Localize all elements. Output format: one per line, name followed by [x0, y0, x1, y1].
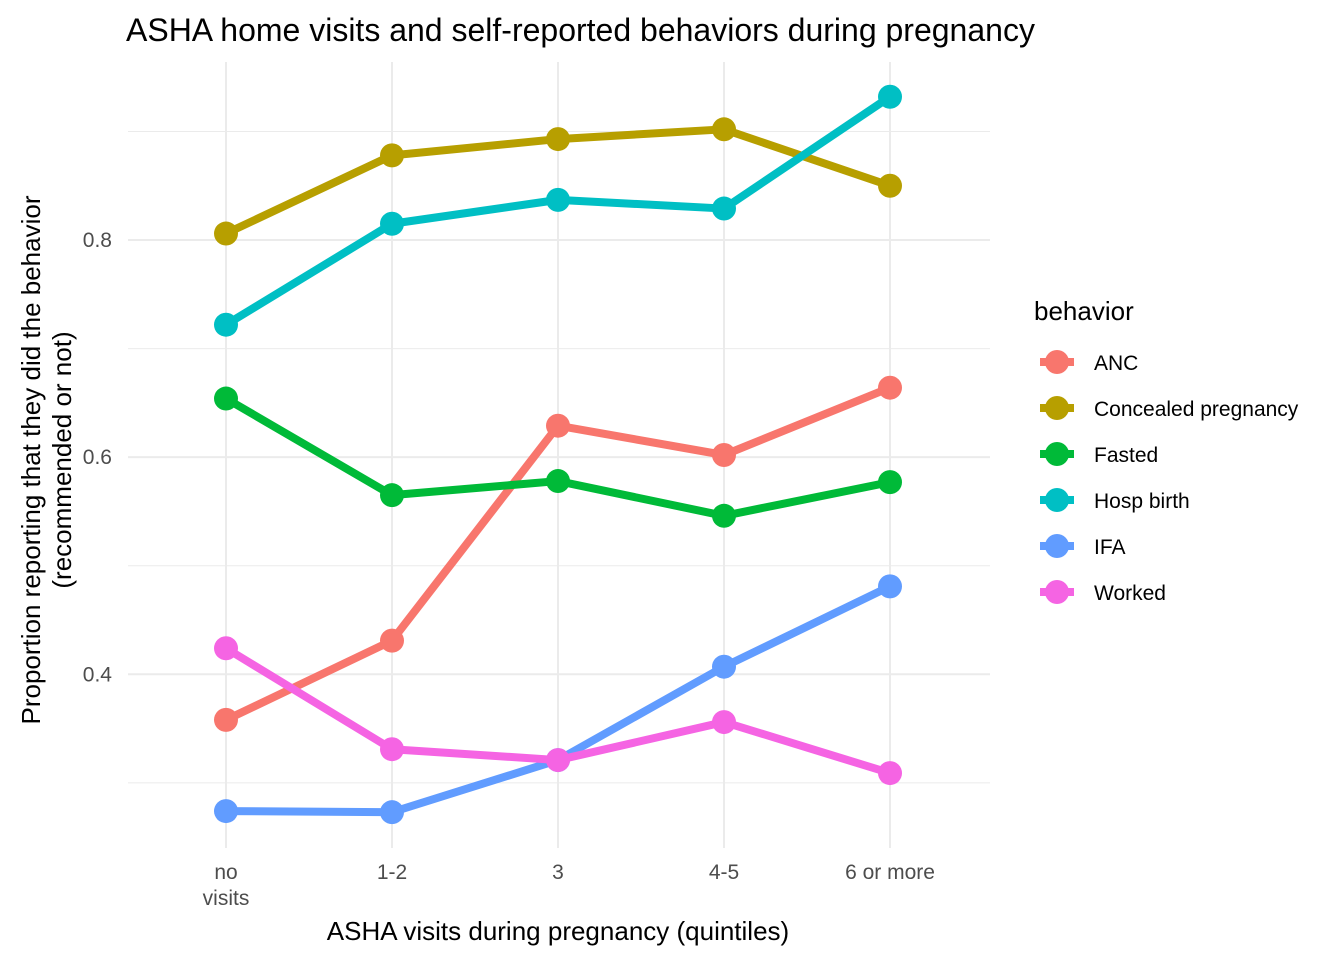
series-worked	[214, 636, 902, 786]
data-point	[712, 654, 736, 679]
data-point	[712, 443, 736, 467]
x-axis: no visits 1-2 3 4-5 6 or more	[203, 861, 935, 910]
data-point	[546, 127, 570, 152]
chart-title: ASHA home visits and self-reported behav…	[126, 12, 1035, 48]
legend-label: Hosp birth	[1094, 490, 1190, 513]
legend-key-point	[1045, 534, 1069, 558]
legend: behavior ANC Concealed pregnancy Fasted Hos…	[1034, 296, 1299, 605]
data-point	[214, 636, 238, 661]
y-axis-label-line1: Proportion reporting that they did the b…	[16, 195, 46, 724]
legend-key-point	[1045, 580, 1069, 604]
data-point	[380, 211, 404, 236]
data-point	[380, 800, 404, 825]
y-axis-label-line2: (recommended or not)	[47, 331, 77, 588]
data-point	[380, 628, 404, 653]
legend-label: Fasted	[1094, 444, 1158, 467]
series-group	[214, 84, 902, 825]
data-point	[546, 469, 570, 494]
data-point	[214, 799, 238, 824]
x-axis-label: ASHA visits during pregnancy (quintiles)	[327, 916, 789, 946]
data-point	[878, 470, 902, 495]
x-tick-label: no	[214, 861, 237, 884]
data-point	[214, 312, 238, 337]
legend-item: Hosp birth	[1040, 488, 1190, 513]
data-point	[546, 413, 570, 438]
series-concealed-pregnancy	[214, 117, 902, 246]
legend-label: Concealed pregnancy	[1094, 398, 1299, 421]
legend-key-point	[1045, 488, 1069, 512]
data-point	[878, 173, 902, 198]
legend-label: ANC	[1094, 352, 1138, 375]
legend-item: IFA	[1040, 534, 1126, 559]
data-point	[380, 143, 404, 168]
data-point	[214, 221, 238, 246]
data-point	[546, 187, 570, 212]
legend-title: behavior	[1034, 296, 1134, 326]
legend-item: Concealed pregnancy	[1040, 396, 1299, 421]
data-point	[380, 737, 404, 762]
y-axis: 0.4 0.6 0.8	[83, 229, 113, 686]
series-anc	[214, 375, 902, 732]
series-hosp-birth	[214, 84, 902, 337]
x-tick-label: 6 or more	[845, 861, 935, 884]
data-point	[712, 196, 736, 221]
legend-item: Fasted	[1040, 442, 1158, 467]
x-tick-label: visits	[203, 887, 250, 910]
data-point	[712, 503, 736, 528]
legend-item: ANC	[1040, 350, 1138, 375]
legend-label: Worked	[1094, 582, 1166, 605]
data-point	[546, 748, 570, 773]
y-tick-label: 0.4	[83, 663, 113, 686]
x-tick-label: 3	[552, 861, 564, 884]
legend-label: IFA	[1094, 536, 1126, 559]
y-tick-label: 0.8	[83, 229, 112, 252]
data-point	[878, 84, 902, 109]
data-point	[214, 386, 238, 411]
series-fasted	[214, 386, 902, 528]
legend-key-point	[1045, 350, 1069, 374]
data-point	[878, 574, 902, 599]
data-point	[380, 483, 404, 508]
data-point	[878, 761, 902, 786]
data-point	[712, 117, 736, 142]
data-point	[878, 375, 902, 400]
data-point	[712, 710, 736, 735]
legend-key-point	[1045, 396, 1069, 420]
legend-key-point	[1045, 442, 1069, 466]
x-tick-label: 1-2	[377, 861, 407, 884]
y-tick-label: 0.6	[83, 446, 112, 469]
data-point	[214, 707, 238, 732]
legend-item: Worked	[1040, 580, 1166, 605]
x-tick-label: 4-5	[709, 861, 739, 884]
